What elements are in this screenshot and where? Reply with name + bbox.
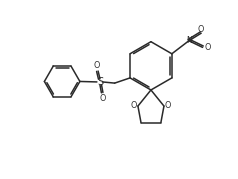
Text: O: O — [205, 43, 211, 52]
Text: O: O — [94, 61, 100, 70]
Text: S: S — [97, 77, 103, 87]
Text: O: O — [198, 25, 204, 34]
Text: N: N — [186, 36, 192, 45]
Text: O: O — [131, 101, 137, 110]
Text: O: O — [100, 94, 106, 103]
Text: O: O — [164, 101, 171, 110]
